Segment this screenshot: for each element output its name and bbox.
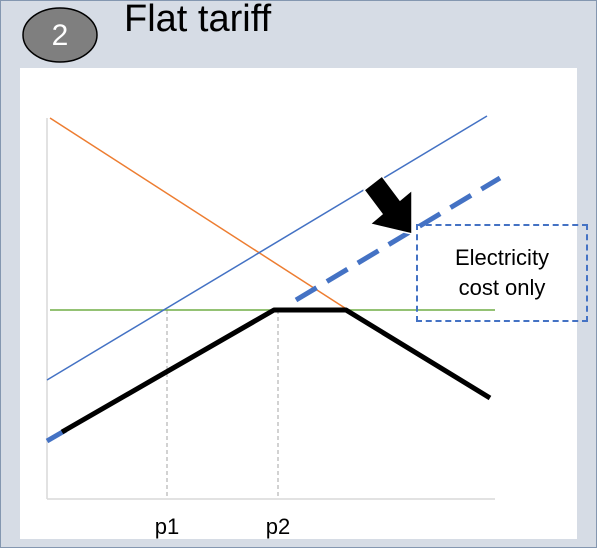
shift-arrow-icon xyxy=(362,174,413,235)
callout-text: Electricity cost only xyxy=(454,245,550,300)
page-title: Flat tariff xyxy=(124,0,272,40)
x-tick-p1: p1 xyxy=(154,514,180,539)
electricity-cost-callout: Electricity cost only xyxy=(416,224,588,322)
x-tick-p2: p2 xyxy=(265,514,291,539)
profit-curve xyxy=(60,307,492,435)
badge-circle-shape xyxy=(22,7,98,63)
plot-area xyxy=(20,68,577,539)
demand-line xyxy=(49,117,349,311)
electricity-cost-line xyxy=(294,175,502,303)
step-badge: 2 xyxy=(21,6,99,64)
cost-line xyxy=(46,115,488,381)
badge-number: 2 xyxy=(51,19,69,52)
